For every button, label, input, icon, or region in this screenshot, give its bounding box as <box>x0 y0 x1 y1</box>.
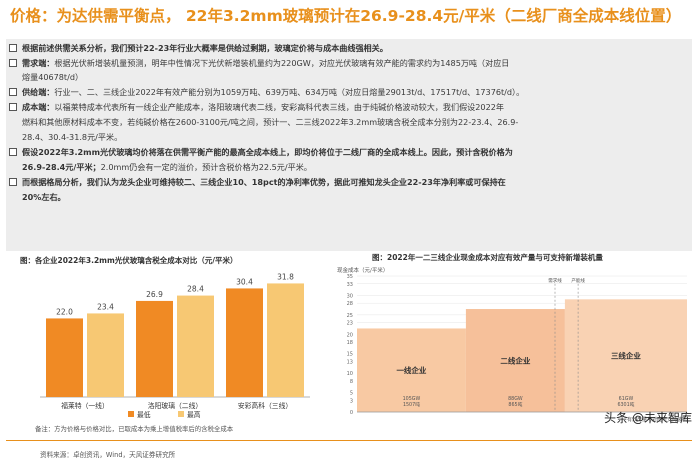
watermark: 头条 @未来智库 <box>604 411 692 425</box>
segment-sub-label: 6301吨 <box>617 401 634 408</box>
y-tick-label: 25 <box>347 313 353 319</box>
bar-min <box>226 288 263 397</box>
y-tick-label: 15 <box>347 352 353 358</box>
checkbox-icon <box>9 148 17 156</box>
cost-step-chart: 现金成本（元/平米）03581013151820232528303335一线企业… <box>337 266 687 423</box>
checkbox-icon <box>9 178 17 186</box>
footer-divider <box>6 440 692 441</box>
x-tick-label: 洛阳玻璃（二线） <box>148 401 202 410</box>
segment-sub-label: 88GW <box>508 396 523 402</box>
y-tick-label: 18 <box>347 340 353 346</box>
bullet-panel: 根据前述供需关系分析，我们预计22-23年行业大概率是供给过剩期，玻璃定价将与成… <box>6 39 692 251</box>
x-tick-label: 福莱特（一线） <box>61 401 109 410</box>
checkbox-icon <box>9 59 17 67</box>
cost-segment <box>465 309 565 412</box>
y-tick-label: 0 <box>350 410 353 416</box>
segment-label: 二线企业 <box>500 356 530 366</box>
bar-value-label: 31.8 <box>277 272 294 281</box>
y-tick-label: 35 <box>347 274 353 280</box>
segment-label: 三线企业 <box>611 351 641 361</box>
legend-label: 最高 <box>187 410 201 419</box>
cost-segment <box>357 328 466 412</box>
figure-title-left: 图：各企业2022年3.2mm光伏玻璃含税全成本对比（元/平米） <box>20 256 238 265</box>
legend-label: 最低 <box>137 410 151 419</box>
y-tick-label: 3 <box>350 398 353 404</box>
legend-swatch <box>128 411 134 417</box>
segment-sub-label: 1507吨 <box>403 401 420 408</box>
bar-value-label: 28.4 <box>187 285 204 294</box>
legend-swatch <box>178 411 184 417</box>
cost-segment <box>564 299 687 412</box>
marker-label: 需求线 <box>548 277 562 284</box>
figure-title-right: 图：2022年一二三线企业现金成本对应有效产量与可支持新增装机量 <box>372 253 603 262</box>
bar-value-label: 23.4 <box>97 302 114 311</box>
marker-label: 产能线 <box>571 277 585 284</box>
y-tick-label: 8 <box>350 379 353 385</box>
y-tick-label: 33 <box>347 282 353 288</box>
y-axis-title: 现金成本（元/平米） <box>337 266 388 274</box>
y-tick-label: 10 <box>347 371 353 377</box>
y-tick-label: 13 <box>347 359 353 365</box>
checkbox-icon <box>9 103 17 111</box>
bar-min <box>136 300 173 397</box>
bar-value-label: 30.4 <box>236 277 253 286</box>
segment-sub-label: 61GW <box>619 396 634 402</box>
checkbox-icon <box>9 44 17 52</box>
checkbox-icon <box>9 88 17 96</box>
bar-value-label: 22.0 <box>56 307 73 316</box>
segment-sub-label: 105GW <box>403 396 421 402</box>
bar-max <box>267 283 304 397</box>
chart-note: 备注：方为价格与价格对比，已取成本为乘上增值税率后的含税全成本 <box>35 425 234 433</box>
y-tick-label: 28 <box>347 301 353 307</box>
bar-max <box>87 313 124 397</box>
x-axis-title: 有效产量与对应可支持装机 <box>627 416 687 423</box>
bar-min <box>46 318 83 397</box>
x-tick-label: 安彩高科（三线） <box>238 401 292 410</box>
cost-bar-chart: 22.0 23.4 福莱特（一线） 26.9 28.4 洛阳玻璃（二线） 30.4 31.8 安… <box>40 272 310 419</box>
bar-max <box>177 295 214 397</box>
y-tick-label: 20 <box>347 332 353 338</box>
y-tick-label: 23 <box>347 321 353 327</box>
y-tick-label: 30 <box>347 293 353 299</box>
source-text: 资料来源：卓创资讯，Wind，天风证券研究所 <box>40 451 176 459</box>
segment-sub-label: 865吨 <box>508 401 522 408</box>
y-tick-label: 5 <box>350 391 353 397</box>
bar-value-label: 26.9 <box>146 290 163 299</box>
slide-title: 价格：为达供需平衡点， 22年3.2mm玻璃预计在26.9-28.4元/平米（二… <box>10 7 682 25</box>
segment-label: 一线企业 <box>396 365 426 375</box>
